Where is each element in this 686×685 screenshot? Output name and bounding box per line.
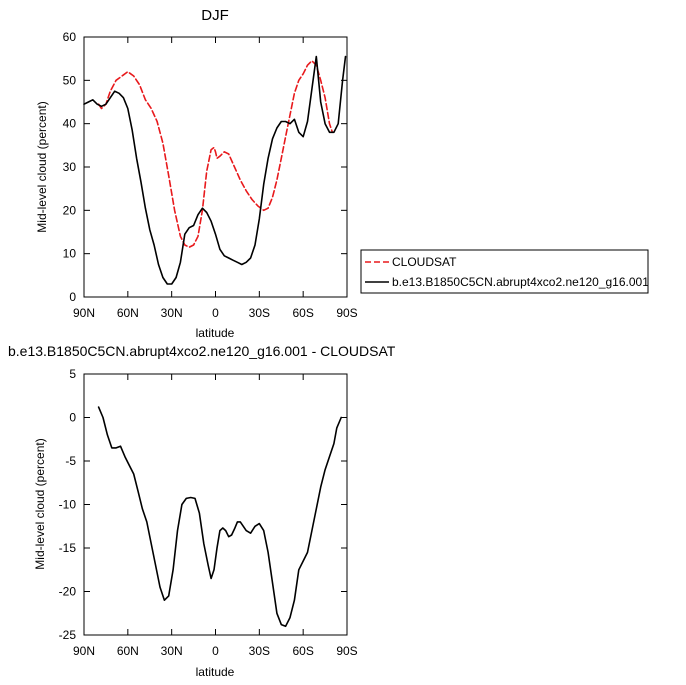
bottom-x-ticks: 90N 60N 30N 0 30S 60S 90S (73, 374, 358, 658)
top-y-ticks: 0 10 20 30 40 50 60 (63, 30, 347, 304)
x-tick-label: 30N (161, 644, 183, 658)
x-tick-label: 90S (336, 306, 357, 320)
y-tick-label: -25 (59, 628, 77, 642)
x-tick-label: 60N (117, 644, 139, 658)
x-tick-label: 30N (161, 306, 183, 320)
y-tick-label: 20 (63, 203, 77, 217)
bottom-y-ticks: -25 -20 -15 -10 -5 0 5 (59, 367, 347, 642)
top-x-ticks: 90N 60N 30N 0 30S 60S 90S (73, 37, 358, 320)
x-tick-label: 60S (292, 644, 313, 658)
y-tick-label: -5 (65, 454, 76, 468)
x-tick-label: 0 (212, 306, 219, 320)
top-series-line-model (83, 55, 347, 285)
y-tick-label: 60 (63, 30, 77, 44)
bottom-series-line-difference (97, 406, 342, 628)
top-plot-frame (83, 36, 348, 298)
legend-label-model: b.e13.B1850C5CN.abrupt4xco2.ne120_g16.00… (392, 275, 649, 289)
top-y-axis-label: Mid-level cloud (percent) (35, 101, 49, 232)
x-tick-label: 0 (212, 644, 219, 658)
y-tick-label: 5 (69, 367, 76, 381)
x-tick-label: 90S (336, 644, 357, 658)
top-x-axis-label: latitude (196, 326, 235, 340)
legend-box (360, 249, 649, 294)
top-panel: DJF 0 10 20 30 40 50 60 90N 60N 30N 0 30S 60S 90S la… (35, 7, 358, 340)
bottom-series-lines (97, 406, 342, 628)
x-tick-label: 30S (249, 644, 270, 658)
bottom-y-axis-label: Mid-level cloud (percent) (33, 438, 47, 569)
y-tick-label: 0 (69, 411, 76, 425)
top-chart-title: DJF (201, 7, 229, 24)
legend-label-cloudsat: CLOUDSAT (392, 255, 457, 269)
y-tick-label: 10 (63, 247, 77, 261)
legend: CLOUDSAT b.e13.B1850C5CN.abrupt4xco2.ne1… (360, 249, 649, 294)
top-series-line-cloudsat (97, 60, 334, 248)
bottom-panel: b.e13.B1850C5CN.abrupt4xco2.ne120_g16.00… (8, 343, 396, 679)
y-tick-label: 30 (63, 160, 77, 174)
y-tick-label: 40 (63, 117, 77, 131)
y-tick-label: -20 (59, 585, 77, 599)
bottom-x-axis-label: latitude (196, 665, 235, 679)
bottom-plot-frame (83, 373, 348, 636)
x-tick-label: 60S (292, 306, 313, 320)
bottom-chart-title: b.e13.B1850C5CN.abrupt4xco2.ne120_g16.00… (8, 343, 396, 359)
x-tick-label: 90N (73, 306, 95, 320)
y-tick-label: 50 (63, 73, 77, 87)
x-tick-label: 60N (117, 306, 139, 320)
y-tick-label: 0 (69, 290, 76, 304)
y-tick-label: -10 (59, 498, 77, 512)
top-series-lines (83, 55, 347, 285)
y-tick-label: -15 (59, 541, 77, 555)
x-tick-label: 90N (73, 644, 95, 658)
x-tick-label: 30S (249, 306, 270, 320)
